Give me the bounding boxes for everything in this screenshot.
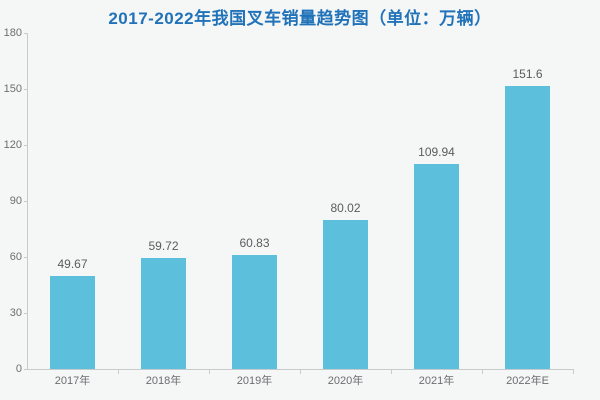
bar-2021年 [414,163,459,369]
x-tick-mark [118,370,119,374]
bar-value-label: 60.83 [239,236,270,251]
y-tick-label: 90 [9,195,22,207]
x-tick-mark [573,370,574,374]
y-tick-mark [24,33,27,34]
bar-value-label: 49.67 [57,257,88,272]
y-tick-mark [24,145,27,146]
bar-value-label: 80.02 [330,200,361,215]
y-tick-mark [24,257,27,258]
bar-2022年E [505,86,550,369]
y-axis-line [27,33,28,369]
x-tick-label: 2018年 [145,375,182,387]
y-tick-label: 30 [9,307,22,319]
y-tick-label: 0 [15,363,22,375]
x-tick-label: 2020年 [327,375,364,387]
y-tick-mark [24,201,27,202]
x-tick-mark [391,370,392,374]
x-tick-mark [482,370,483,374]
x-tick-mark [209,370,210,374]
x-tick-label: 2017年 [54,375,91,387]
bar-2018年 [141,257,186,369]
x-tick-label: 2022年E [506,375,549,387]
x-axis-line [27,369,574,370]
y-tick-mark [24,89,27,90]
y-tick-label: 150 [3,83,22,95]
bar-2019年 [232,255,277,369]
y-tick-label: 120 [3,139,22,151]
x-tick-label: 2021年 [418,375,455,387]
x-tick-mark [300,370,301,374]
y-tick-mark [24,369,27,370]
x-tick-label: 2019年 [236,375,273,387]
y-tick-label: 60 [9,251,22,263]
bar-value-label: 59.72 [148,238,179,253]
bar-2017年 [50,276,95,369]
chart-title: 2017-2022年我国叉车销量趋势图（单位：万辆） [108,9,492,28]
y-tick-mark [24,313,27,314]
bar-value-label: 151.6 [512,67,543,81]
bar-2020年 [323,219,368,369]
y-tick-label: 180 [3,27,22,39]
bar-value-label: 109.94 [418,144,455,159]
